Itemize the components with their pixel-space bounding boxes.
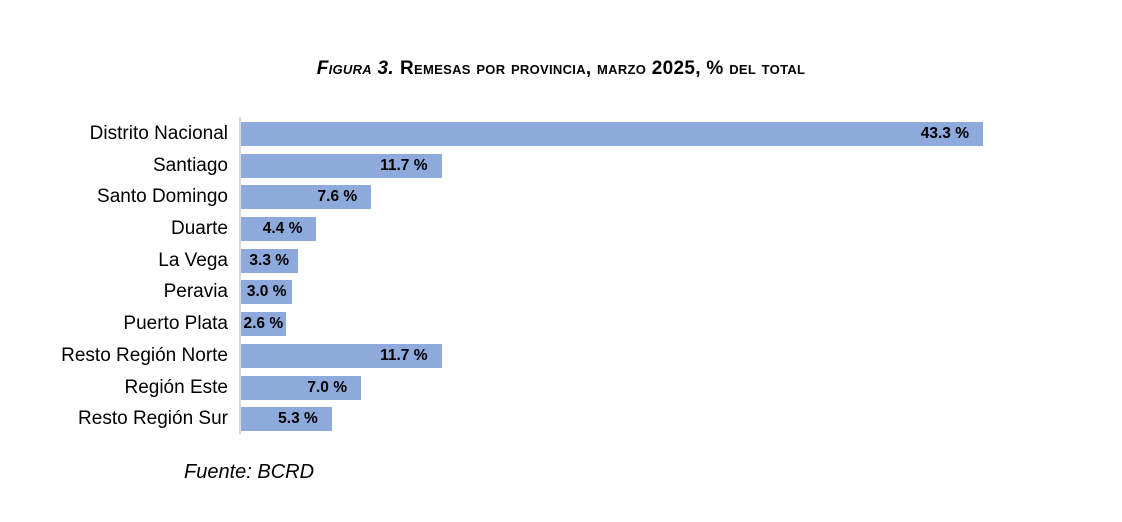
bar-track: 43.3 %	[241, 122, 1122, 146]
value-label: 7.0 %	[307, 378, 347, 396]
bar-row: Puerto Plata 2.6 %	[0, 312, 1122, 337]
bar: 3.0 %	[241, 280, 293, 305]
chart-title-main: Remesas por provincia, marzo 2025, % del…	[400, 58, 806, 79]
category-label: Santo Domingo	[97, 186, 228, 208]
category-label: La Vega	[158, 249, 228, 271]
category-label: Resto Región Sur	[78, 408, 228, 430]
bar: 4.4 %	[241, 217, 317, 242]
bar: 5.3 %	[241, 407, 332, 432]
y-axis-line	[239, 117, 241, 434]
value-label: 11.7 %	[380, 346, 428, 364]
bar: 7.0 %	[241, 375, 361, 400]
bar-track: 7.0 %	[241, 375, 1122, 400]
bar: 11.7 %	[241, 343, 442, 368]
value-label: 4.4 %	[262, 220, 303, 238]
bar-row: Región Este 7.0 %	[0, 375, 1122, 400]
category-label: Región Este	[124, 376, 228, 398]
bar-track: 3.0 %	[241, 280, 1122, 305]
bar-row: Peravia 3.0 %	[0, 280, 1122, 305]
category-label: Resto Región Norte	[61, 344, 228, 366]
value-label: 3.3 %	[249, 251, 290, 269]
bar: 3.3 %	[241, 248, 298, 273]
bar-row: La Vega 3.3 %	[0, 248, 1122, 273]
bar-track: 2.6 %	[241, 312, 1122, 337]
bar-track: 5.3 %	[241, 407, 1122, 432]
bar-row: Resto Región Sur 5.3 %	[0, 407, 1122, 432]
value-label: 43.3 %	[920, 125, 969, 142]
value-label: 3.0 %	[246, 283, 287, 301]
bar-track: 11.7 %	[241, 153, 1122, 178]
bar-track: 11.7 %	[241, 343, 1122, 368]
value-label: 5.3 %	[278, 410, 318, 428]
bar: 43.3 %	[241, 122, 983, 146]
value-label: 2.6 %	[243, 315, 284, 333]
bar-row: Santiago 11.7 %	[0, 153, 1122, 178]
value-label: 7.6 %	[317, 188, 358, 206]
bar-row: Resto Región Norte 11.7 %	[0, 343, 1122, 368]
category-label: Puerto Plata	[123, 313, 228, 335]
category-label: Duarte	[170, 218, 228, 240]
category-label: Santiago	[152, 154, 228, 176]
category-label: Distrito Nacional	[89, 123, 228, 144]
bar-chart: Distrito Nacional 43.3 % Santiago 11.7 %…	[0, 117, 1122, 437]
category-label: Peravia	[163, 281, 228, 303]
bar-row: Duarte 4.4 %	[0, 217, 1122, 242]
bar: 11.7 %	[241, 153, 442, 178]
value-label: 11.7 %	[380, 156, 428, 174]
bar-row: Distrito Nacional 43.3 %	[0, 122, 1122, 146]
bar-track: 3.3 %	[241, 248, 1122, 273]
bar-track: 7.6 %	[241, 185, 1122, 210]
bar: 7.6 %	[241, 185, 372, 210]
bar-track: 4.4 %	[241, 217, 1122, 242]
chart-title: Figura 3. Remesas por provincia, marzo 20…	[0, 58, 1122, 80]
bar-row: Santo Domingo 7.6 %	[0, 185, 1122, 210]
chart-rows: Distrito Nacional 43.3 % Santiago 11.7 %…	[0, 117, 1122, 432]
chart-title-prefix: Figura 3.	[316, 58, 395, 79]
bar: 2.6 %	[241, 312, 286, 337]
source-note: Fuente: BCRD	[184, 461, 315, 483]
